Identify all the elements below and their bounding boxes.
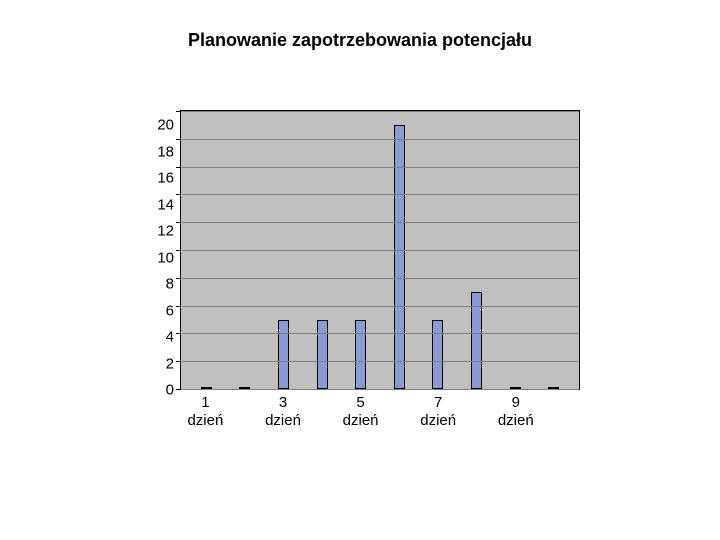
chart-title: Planowanie zapotrzebowania potencjału [0,30,720,51]
x-slot [394,394,405,430]
y-tick-label: 10 [157,250,174,265]
gridline [181,250,579,251]
y-tick-label: 6 [166,303,174,318]
y-tick-label: 8 [166,277,174,292]
y-tick-mark [176,139,181,140]
y-axis: 20181614121086420 [140,110,180,390]
y-tick-mark [176,167,181,168]
y-tick-label: 12 [157,224,174,239]
x-slot: 5 dzień [355,394,366,430]
x-slot [239,394,250,430]
gridline [181,389,579,390]
x-slot: 1 dzień [200,394,211,430]
page: Planowanie zapotrzebowania potencjału 20… [0,0,720,540]
gridline [181,139,579,140]
y-tick-mark [176,306,181,307]
y-tick-label: 14 [157,197,174,212]
bar [317,320,328,390]
gridline [181,361,579,362]
x-slot [316,394,327,430]
gridline [181,333,579,334]
x-slot: 9 dzień [510,394,521,430]
y-tick-label: 18 [157,144,174,159]
x-tick-label: 3 dzień [265,394,301,430]
gridline [181,167,579,168]
y-tick-label: 20 [157,118,174,133]
gridline [181,278,579,279]
y-tick-mark [176,222,181,223]
x-tick-label: 5 dzień [343,394,379,430]
bar [394,125,405,389]
y-tick-mark [176,333,181,334]
y-tick-mark [176,194,181,195]
gridline [181,111,579,112]
y-tick-mark [176,250,181,251]
bar [278,320,289,390]
chart-container: 20181614121086420 1 dzień3 dzień5 dzień7… [140,110,580,450]
y-tick-mark [176,111,181,112]
y-tick-mark [176,278,181,279]
chart: 20181614121086420 [140,110,580,390]
x-slot [471,394,482,430]
plot-area [180,110,580,390]
x-axis: 1 dzień 3 dzień 5 dzień 7 dzień 9 dzień [180,390,580,430]
y-tick-mark [176,389,181,390]
bar [355,320,366,390]
gridline [181,222,579,223]
gridline [181,306,579,307]
y-tick-label: 4 [166,330,174,345]
x-slot [549,394,560,430]
y-tick-label: 16 [157,171,174,186]
gridline [181,194,579,195]
y-tick-mark [176,361,181,362]
x-tick-label: 9 dzień [498,394,534,430]
x-slot: 3 dzień [277,394,288,430]
bar [432,320,443,390]
y-tick-label: 0 [166,383,174,398]
x-slot: 7 dzień [433,394,444,430]
x-tick-label: 1 dzień [187,394,223,430]
x-tick-label: 7 dzień [420,394,456,430]
y-tick-label: 2 [166,356,174,371]
